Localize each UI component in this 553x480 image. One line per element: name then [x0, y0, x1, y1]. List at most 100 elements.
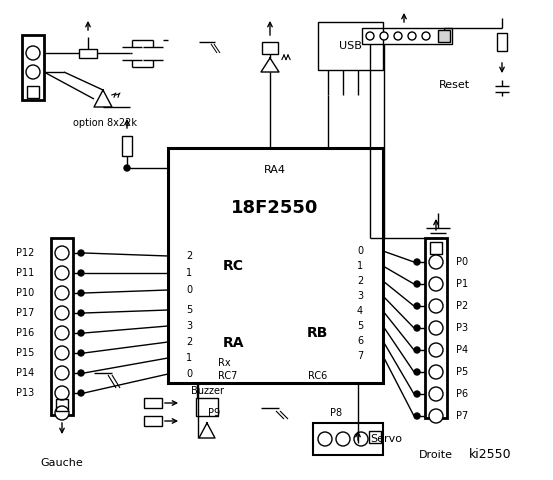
Circle shape	[26, 46, 40, 60]
Bar	[79, 49, 97, 58]
Text: ki2550: ki2550	[469, 448, 512, 461]
Text: RA4: RA4	[264, 165, 286, 175]
Circle shape	[78, 390, 84, 396]
Text: Gauche: Gauche	[40, 458, 84, 468]
Circle shape	[55, 386, 69, 400]
Text: 0: 0	[186, 285, 192, 295]
Text: 7: 7	[357, 351, 363, 361]
Text: 5: 5	[186, 305, 192, 315]
Text: P6: P6	[456, 389, 468, 399]
Circle shape	[414, 259, 420, 265]
Bar	[438, 30, 450, 42]
Circle shape	[408, 32, 416, 40]
Bar	[497, 33, 507, 51]
Text: 6: 6	[357, 336, 363, 346]
Text: P3: P3	[456, 323, 468, 333]
Circle shape	[354, 432, 368, 446]
Text: Buzzer: Buzzer	[191, 386, 225, 396]
Text: Droite: Droite	[419, 450, 453, 460]
Text: P7: P7	[456, 411, 468, 421]
Circle shape	[55, 366, 69, 380]
Circle shape	[55, 246, 69, 260]
Text: 0: 0	[357, 246, 363, 256]
Text: 0: 0	[186, 369, 192, 379]
Text: 4: 4	[357, 306, 363, 316]
Circle shape	[26, 65, 40, 79]
Circle shape	[55, 346, 69, 360]
Bar	[313, 423, 383, 455]
Text: 1: 1	[186, 268, 192, 278]
Bar	[56, 399, 68, 411]
Circle shape	[429, 255, 443, 269]
Circle shape	[78, 310, 84, 316]
Text: 3: 3	[186, 321, 192, 331]
Text: 2: 2	[186, 337, 192, 347]
Circle shape	[414, 413, 420, 419]
Bar	[262, 42, 278, 54]
Circle shape	[78, 330, 84, 336]
Bar	[22, 35, 44, 100]
Circle shape	[414, 303, 420, 309]
Circle shape	[414, 391, 420, 397]
Text: RA: RA	[223, 336, 244, 350]
Circle shape	[414, 281, 420, 287]
Text: P10: P10	[15, 288, 34, 298]
Circle shape	[78, 350, 84, 356]
Circle shape	[78, 370, 84, 376]
Text: 1: 1	[186, 353, 192, 363]
Text: 1: 1	[357, 261, 363, 271]
Bar	[318, 22, 383, 70]
Text: 5: 5	[357, 321, 363, 331]
Circle shape	[380, 32, 388, 40]
Circle shape	[429, 365, 443, 379]
Bar	[27, 86, 39, 98]
Bar	[122, 136, 132, 156]
Circle shape	[124, 165, 130, 171]
Circle shape	[394, 32, 402, 40]
Circle shape	[366, 32, 374, 40]
Text: RC6: RC6	[308, 371, 327, 381]
Text: 2: 2	[357, 276, 363, 286]
Text: 2: 2	[186, 251, 192, 261]
Circle shape	[55, 406, 69, 420]
Circle shape	[55, 326, 69, 340]
Bar	[196, 398, 218, 416]
Bar	[369, 431, 381, 443]
Text: P2: P2	[456, 301, 468, 311]
Circle shape	[78, 290, 84, 296]
Circle shape	[429, 321, 443, 335]
Bar	[51, 238, 73, 415]
Text: RC7: RC7	[218, 371, 237, 381]
Circle shape	[336, 432, 350, 446]
Text: P9: P9	[208, 408, 220, 418]
Text: Reset: Reset	[439, 80, 470, 90]
Text: Servo: Servo	[370, 434, 402, 444]
Text: USB: USB	[338, 41, 362, 51]
Text: P8: P8	[330, 408, 342, 418]
Bar	[168, 148, 383, 383]
Text: P15: P15	[15, 348, 34, 358]
Circle shape	[429, 387, 443, 401]
Bar	[425, 238, 447, 418]
Text: P16: P16	[15, 328, 34, 338]
Text: P4: P4	[456, 345, 468, 355]
Circle shape	[78, 270, 84, 276]
Text: P17: P17	[15, 308, 34, 318]
Circle shape	[429, 277, 443, 291]
Text: Rx: Rx	[218, 358, 231, 368]
Bar	[362, 28, 452, 44]
Text: RC: RC	[223, 259, 244, 273]
Circle shape	[55, 286, 69, 300]
Circle shape	[318, 432, 332, 446]
Bar	[144, 416, 162, 426]
Circle shape	[429, 409, 443, 423]
Text: P0: P0	[456, 257, 468, 267]
Text: RB: RB	[306, 326, 328, 340]
Bar	[144, 398, 162, 408]
Circle shape	[55, 306, 69, 320]
Text: P11: P11	[15, 268, 34, 278]
Text: P12: P12	[15, 248, 34, 258]
Text: P13: P13	[15, 388, 34, 398]
Circle shape	[414, 347, 420, 353]
Text: P5: P5	[456, 367, 468, 377]
